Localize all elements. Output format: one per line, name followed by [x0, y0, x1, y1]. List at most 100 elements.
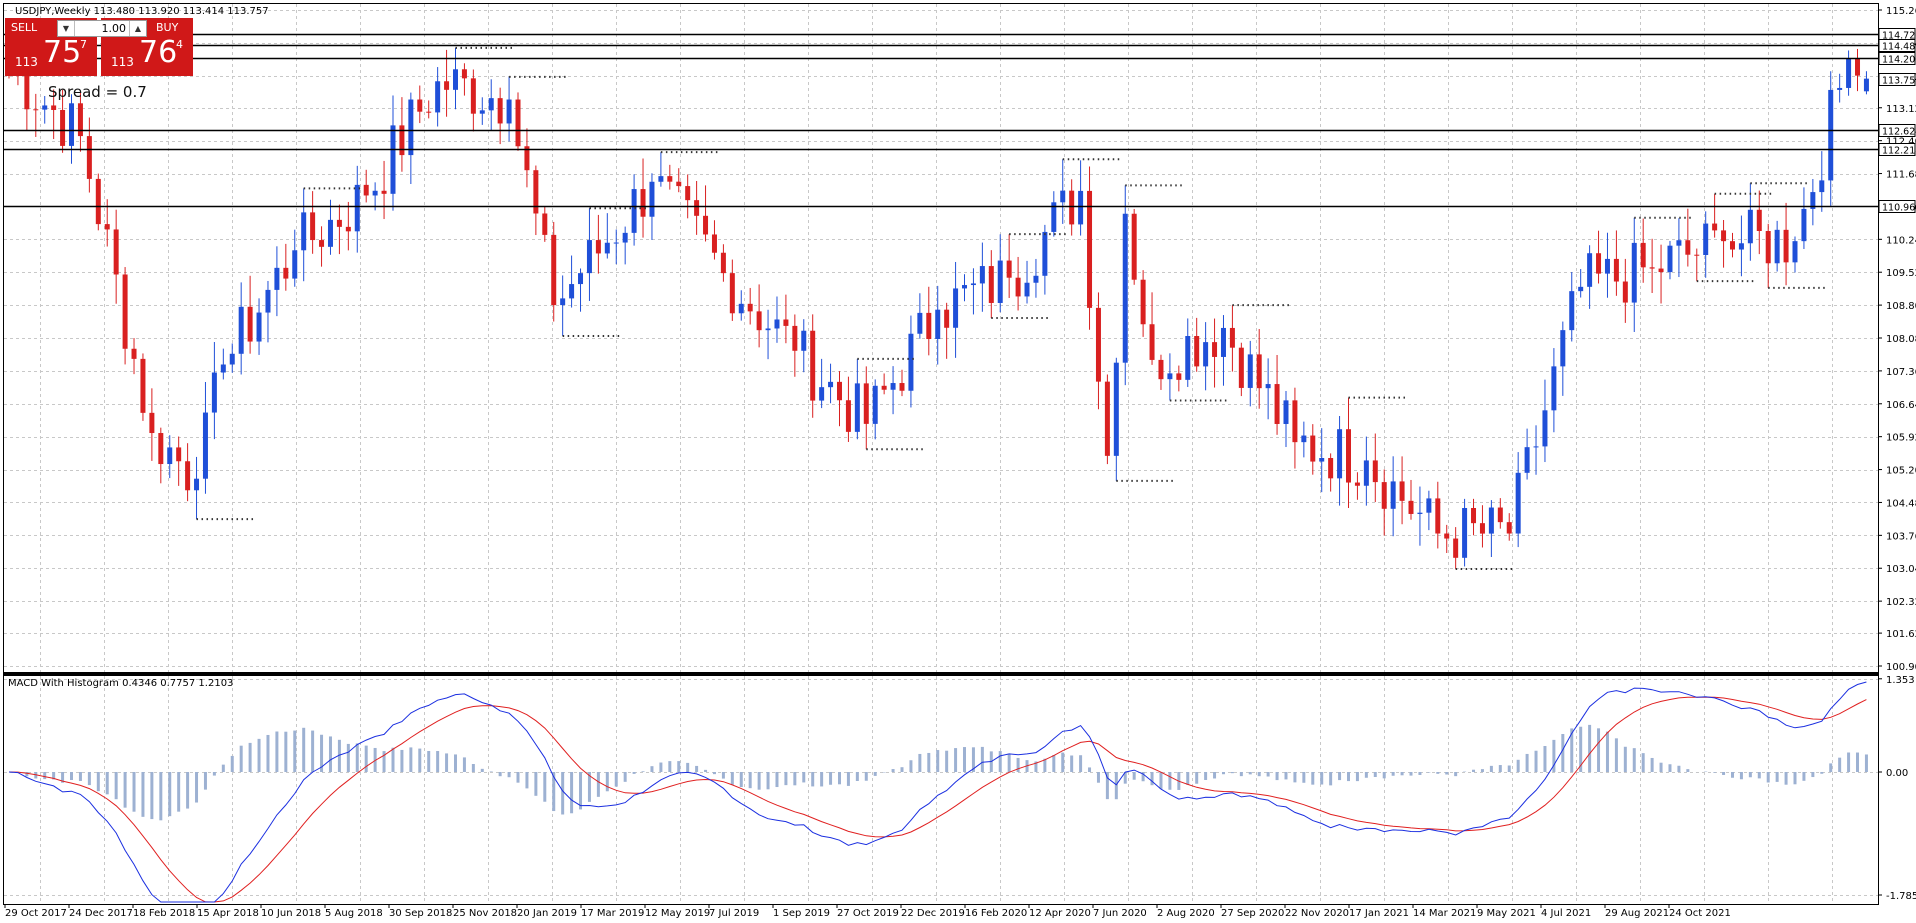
candle-body [1247, 354, 1253, 388]
candle-body [926, 312, 932, 340]
candle-body [327, 219, 333, 247]
candle-body [1185, 336, 1191, 380]
candle-body [1846, 58, 1852, 88]
candle-body [756, 311, 762, 331]
candle-body [1042, 231, 1048, 276]
candle-body [95, 178, 101, 225]
candle-body [1292, 400, 1298, 443]
time-tick-label: 16 Feb 2020 [965, 908, 1027, 919]
candle-body [1283, 400, 1289, 424]
level-tag-label: 114.726 [1882, 31, 1916, 42]
price-tick-label: 108.080 [1886, 334, 1916, 345]
lot-size-input[interactable] [78, 21, 126, 36]
candle-body [390, 125, 396, 194]
main-chart-frame [3, 3, 1879, 676]
candle-body [1060, 190, 1066, 203]
candle-body [890, 383, 896, 390]
price-tick-label: 103.040 [1886, 564, 1916, 575]
candle-body [1015, 277, 1021, 297]
candle-body [738, 303, 744, 314]
candle-body [479, 110, 485, 114]
candle-body [881, 385, 887, 390]
lot-decrease-button[interactable]: ▼ [58, 21, 75, 36]
candle-body [265, 289, 271, 313]
candle-body [1024, 282, 1030, 297]
macd-histogram [16, 724, 1868, 821]
price-tick-label: 102.320 [1886, 597, 1916, 608]
candle-body [435, 81, 441, 113]
candle-body [1622, 281, 1628, 303]
symbol-info: USDJPY,Weekly 113.480 113.920 113.414 11… [15, 6, 269, 17]
candle-body [1176, 373, 1182, 380]
candle-body [1051, 202, 1057, 232]
buy-button[interactable]: BUY 113 76 4 [101, 18, 193, 76]
candle-body [1390, 481, 1396, 509]
macd-tick-label: -1.7855 [1886, 891, 1916, 902]
candle-body [631, 189, 637, 233]
candle-body [1533, 446, 1539, 448]
candle-body [426, 111, 432, 113]
time-tick-label: 22 Dec 2019 [901, 908, 965, 919]
candle-body [1337, 429, 1343, 479]
dotted-level-markers [196, 46, 1829, 571]
candle-body [979, 266, 985, 284]
candle-body [211, 372, 217, 413]
candle-body [453, 69, 458, 90]
lot-increase-button[interactable]: ▲ [129, 21, 146, 36]
candle-body [1399, 481, 1405, 501]
candle-body [1712, 223, 1718, 231]
candle-body [1220, 327, 1226, 357]
candle-body [1792, 241, 1798, 263]
price-tick-label: 101.620 [1886, 629, 1916, 640]
candle-body [1453, 538, 1459, 558]
candle-body [1569, 291, 1575, 331]
lot-size-control: ▼ ▲ [57, 20, 147, 37]
candle-body [1158, 359, 1164, 380]
time-tick-label: 7 Jul 2019 [709, 908, 759, 919]
candle-body [140, 358, 146, 413]
candle-body [381, 190, 387, 194]
candle-body [586, 240, 592, 274]
candle-body [765, 328, 771, 331]
candle-body [319, 240, 325, 247]
candle-body [604, 242, 610, 254]
candle-body [1087, 190, 1093, 308]
time-tick-label: 15 Apr 2018 [197, 908, 259, 919]
buy-price-big: 76 [139, 35, 178, 70]
candle-body [1426, 498, 1432, 513]
candlestick-series [6, 31, 1869, 570]
candle-body [1167, 373, 1173, 380]
candle-body [1810, 192, 1816, 209]
candle-body [1765, 230, 1771, 264]
candle-body [953, 288, 959, 328]
horizontal-level-lines[interactable] [4, 33, 1878, 208]
candle-body [1140, 279, 1146, 325]
macd-signal-line [8, 696, 1867, 903]
time-tick-label: 12 Apr 2020 [1029, 908, 1091, 919]
candle-body [1462, 508, 1468, 558]
candle-body [131, 348, 137, 359]
macd-tick-label: 0.00 [1886, 768, 1908, 779]
candle-body [354, 184, 360, 232]
candle-body [185, 461, 191, 491]
time-tick-label: 24 Oct 2021 [1669, 908, 1731, 919]
candle-body [488, 98, 494, 111]
candle-body [1640, 242, 1646, 268]
candle-body [77, 103, 83, 137]
candle-body [220, 364, 226, 373]
candle-body [1685, 240, 1691, 255]
candle-body [1819, 180, 1825, 193]
price-tick-label: 105.200 [1886, 466, 1916, 477]
candle-body [1774, 229, 1780, 264]
candle-body [944, 309, 950, 328]
candle-body [122, 274, 128, 349]
candle-body [1113, 362, 1119, 456]
candle-body [310, 212, 316, 241]
time-tick-label: 14 Mar 2021 [1413, 908, 1476, 919]
candle-body [1149, 324, 1155, 360]
level-tag-label: 110.965 [1882, 203, 1916, 214]
candle-body [497, 98, 503, 124]
candle-body [1560, 330, 1566, 367]
candle-body [1203, 342, 1209, 367]
